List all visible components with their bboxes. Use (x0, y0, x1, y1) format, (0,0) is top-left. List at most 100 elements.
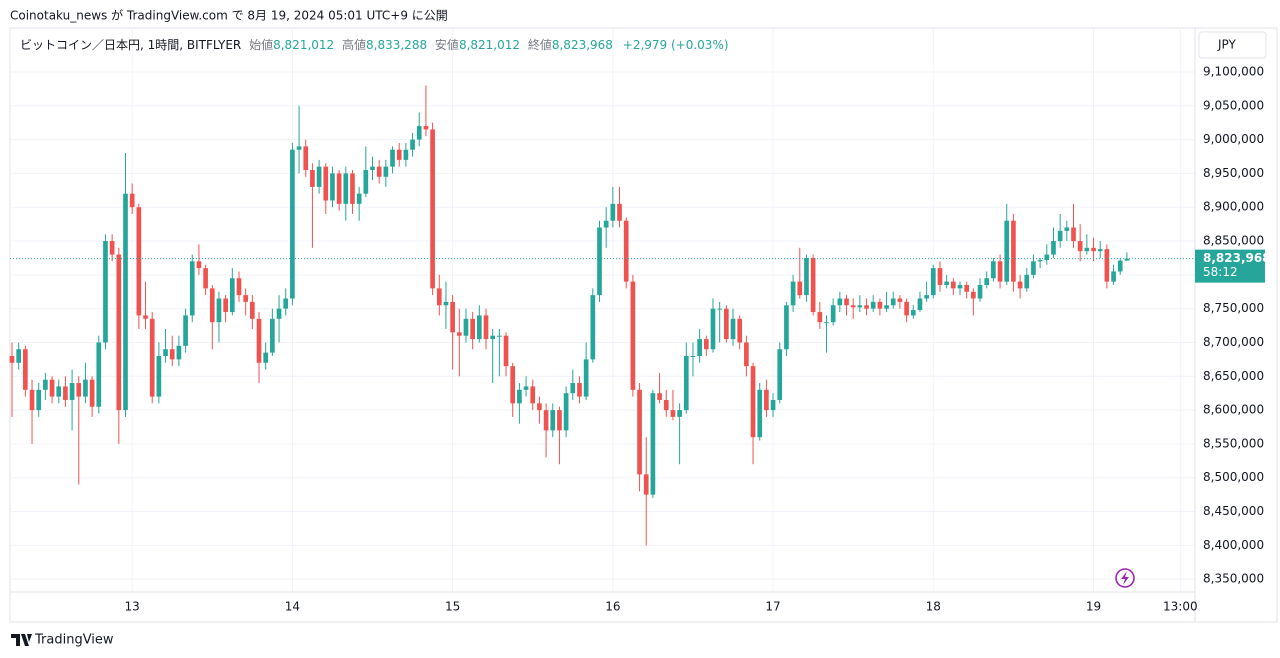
candle-body (523, 386, 529, 390)
candle-body (29, 389, 35, 411)
candle-body (450, 301, 455, 333)
countdown: 58:12 (1203, 265, 1238, 279)
last-price-badge (1195, 249, 1265, 283)
x-tick-label: 16 (605, 600, 620, 614)
y-tick-label: 8,750,000 (1203, 301, 1264, 315)
candle-body (1117, 260, 1123, 272)
candle-body (476, 315, 482, 340)
candle-body (303, 146, 309, 171)
alert-bolt[interactable] (1121, 571, 1129, 585)
candle-body (817, 312, 823, 323)
candle-body (703, 339, 709, 350)
y-tick-label: 8,650,000 (1203, 369, 1264, 383)
alert-icon[interactable] (1115, 568, 1135, 588)
legend-high: 8,833,288 (366, 38, 427, 52)
candle-body (403, 149, 409, 160)
candle-body (356, 193, 362, 204)
candle-body (690, 356, 696, 358)
candle-body (169, 349, 175, 360)
candle-body (69, 383, 75, 400)
candle-body (850, 305, 856, 308)
candle-body (183, 315, 188, 346)
candle-body (497, 335, 502, 337)
candle-body (537, 403, 542, 411)
candle-body (543, 410, 549, 431)
candle-body (1064, 227, 1070, 231)
candle-body (991, 261, 996, 279)
candle-body (330, 173, 335, 201)
legend-close-label: 終値 (528, 37, 552, 52)
candle-body (717, 308, 723, 310)
candle-body (443, 301, 449, 306)
footer-brand: TradingView (34, 633, 114, 648)
candle-body (9, 356, 15, 363)
candle-body (236, 278, 242, 296)
candle-body (343, 173, 349, 204)
candle-body (256, 318, 262, 363)
candle-body (877, 301, 883, 309)
candle-body (129, 193, 135, 208)
candle-body (1104, 249, 1110, 282)
candle-body (770, 399, 776, 411)
currency-button[interactable] (1198, 31, 1267, 59)
candle-body (350, 173, 355, 204)
candle-body (1084, 247, 1090, 252)
candle-body (910, 310, 916, 316)
candle-body (737, 318, 743, 343)
candle-body (370, 166, 375, 171)
alert-circle[interactable] (1115, 568, 1135, 588)
y-tick-label: 8,450,000 (1203, 504, 1264, 518)
legend-close: 8,823,968 (552, 38, 613, 52)
candle-body (336, 173, 342, 204)
candle-body (724, 308, 729, 340)
candle-body (904, 301, 909, 316)
legend-low: 8,821,012 (459, 38, 520, 52)
y-tick-label: 8,350,000 (1203, 572, 1264, 586)
candle-body (436, 288, 442, 306)
candle-body (1011, 220, 1016, 282)
candle-body (36, 389, 42, 411)
candle-body (63, 386, 68, 400)
candle-body (930, 268, 936, 296)
candle-body (744, 342, 749, 367)
x-tick-label: 13:00 (1163, 600, 1198, 614)
candle-body (463, 318, 469, 336)
candle-body (977, 284, 983, 299)
candle-body (1004, 220, 1010, 282)
candle-body (396, 149, 402, 160)
legend-open: 8,821,012 (273, 38, 334, 52)
axes: 8,350,000 8,400,000 8,450,000 8,500,000 8,55… (125, 64, 1271, 613)
candle-body (16, 349, 22, 363)
candle-body (570, 383, 576, 394)
candle-body (870, 301, 876, 309)
candle-body (1091, 247, 1096, 252)
candle-body (109, 241, 115, 255)
candle-body (790, 281, 796, 306)
candle-body (383, 166, 389, 177)
candle-body (270, 318, 275, 353)
candle-body (310, 170, 315, 187)
candle-body (784, 305, 789, 350)
footer-logo: TradingView (11, 633, 114, 648)
candle-body (764, 389, 769, 411)
candle-body (897, 298, 903, 302)
candle-body (677, 410, 682, 417)
y-tick-label: 8,550,000 (1203, 436, 1264, 450)
candle-body (1051, 241, 1056, 255)
y-tick-label: 8,900,000 (1203, 200, 1264, 214)
logo-mark (11, 634, 32, 646)
currency[interactable]: JPY (1217, 38, 1237, 52)
y-tick-label: 8,600,000 (1203, 403, 1264, 417)
x-tick-label: 13 (125, 600, 140, 614)
candle-body (96, 342, 102, 407)
candle-body (103, 241, 108, 343)
candle-body (23, 349, 28, 390)
candle-body (43, 379, 48, 390)
candle-body (423, 126, 429, 130)
candle-body (750, 366, 756, 438)
candle-body (997, 261, 1003, 282)
candle-body (670, 410, 676, 417)
candle-body (156, 356, 162, 397)
candle-body (837, 298, 843, 306)
